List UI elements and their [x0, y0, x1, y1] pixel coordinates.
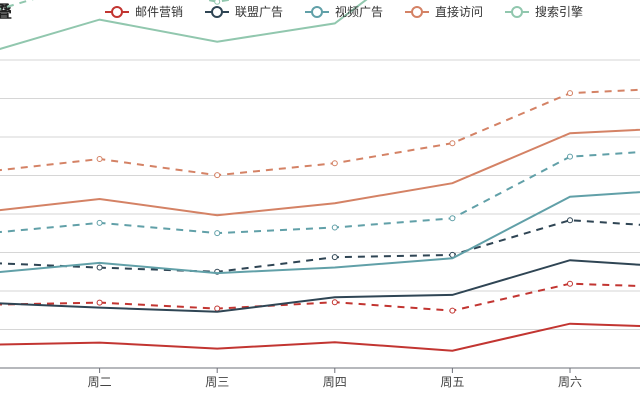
data-point[interactable]	[96, 299, 103, 306]
series-1	[0, 280, 640, 352]
series-line	[0, 191, 640, 275]
data-point[interactable]	[214, 230, 221, 237]
series-line-dashed	[0, 88, 640, 177]
legend-label: 直接访问	[435, 4, 483, 19]
legend-marker-icon	[211, 6, 223, 18]
data-point[interactable]	[449, 215, 456, 222]
legend-label: 邮件营销	[135, 5, 183, 19]
x-tick-label: 周四	[323, 375, 347, 389]
data-point[interactable]	[214, 0, 221, 5]
data-point[interactable]	[331, 160, 338, 167]
series-line	[0, 0, 368, 50]
x-tick-label: 周五	[440, 375, 464, 389]
legend-label: 视频广告	[335, 4, 383, 19]
legend-label: 搜索引擎	[535, 4, 583, 19]
data-point[interactable]	[214, 305, 221, 312]
legend-item[interactable]: 视频广告	[305, 4, 383, 19]
data-point[interactable]	[96, 219, 103, 226]
chart-title: 叠	[0, 2, 12, 21]
data-point[interactable]	[331, 254, 338, 261]
legend-marker-icon	[111, 6, 123, 18]
series-3	[0, 151, 640, 275]
legend-label: 联盟广告	[235, 5, 283, 19]
x-tick-label: 周二	[88, 375, 112, 389]
series-line	[0, 259, 640, 313]
series-line	[0, 128, 640, 217]
grid	[0, 59, 640, 330]
legend-marker-icon	[311, 6, 323, 18]
legend-marker-icon	[511, 6, 523, 18]
data-point[interactable]	[96, 155, 103, 162]
data-point[interactable]	[567, 90, 573, 97]
legend-marker-icon	[411, 6, 423, 18]
data-point[interactable]	[331, 224, 338, 231]
legend-item[interactable]: 直接访问	[405, 4, 483, 19]
x-axis: 周一周二周三周四周五周六周日	[0, 367, 640, 389]
legend: 邮件营销 联盟广告 视频广告 直接访问 搜索引擎	[105, 4, 583, 19]
data-point[interactable]	[214, 172, 221, 179]
x-tick-label: 周六	[558, 375, 582, 389]
data-point[interactable]	[331, 299, 338, 306]
legend-item[interactable]: 联盟广告	[205, 5, 283, 19]
series-line	[0, 322, 640, 352]
legend-item[interactable]: 搜索引擎	[505, 4, 583, 19]
data-point[interactable]	[96, 264, 103, 271]
series-2	[0, 217, 640, 313]
data-point[interactable]	[567, 217, 573, 224]
data-point[interactable]	[449, 140, 456, 147]
data-point[interactable]	[449, 307, 456, 314]
series-4	[0, 88, 640, 217]
series-layer	[0, 0, 640, 352]
series-line-dashed	[0, 151, 640, 235]
data-point[interactable]	[567, 153, 573, 160]
legend-item[interactable]: 邮件营销	[105, 5, 183, 19]
data-point[interactable]	[567, 280, 573, 287]
series-5	[0, 0, 368, 50]
x-tick-label: 周三	[205, 375, 229, 389]
